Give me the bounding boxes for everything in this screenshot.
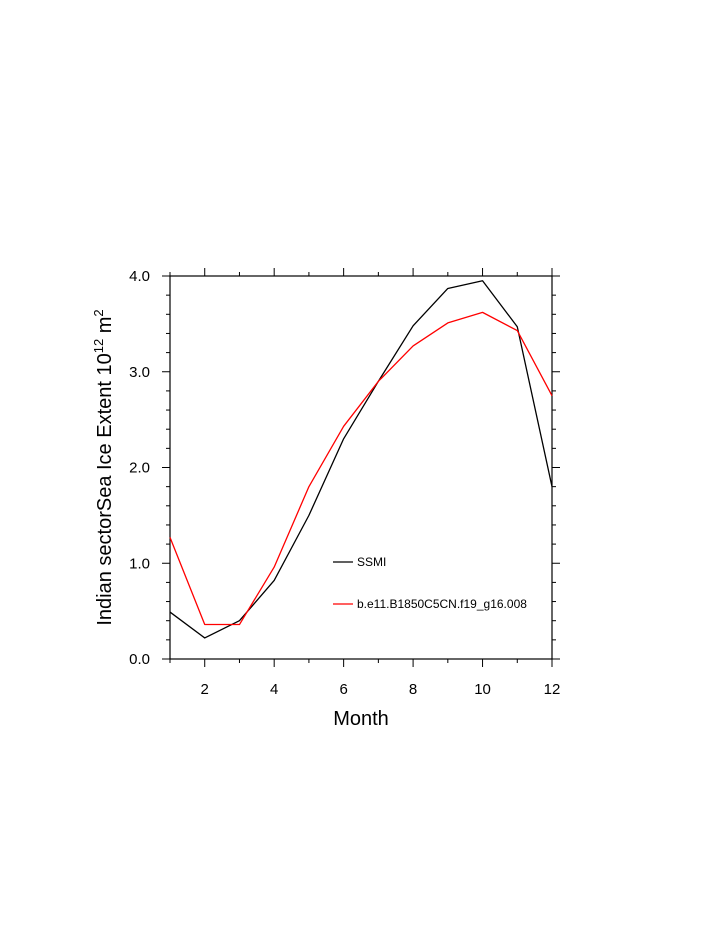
legend-label-ssmi: SSMI [357,555,386,569]
legend: SSMI b.e11.B1850C5CN.f19_g16.008 [333,555,527,611]
series-line-ssmi [169,280,553,639]
x-tick-label: 8 [409,681,417,698]
y-tick-label: 2.0 [129,460,150,477]
x-tick-label: 10 [474,681,491,698]
y-tick-label: 0.0 [129,651,150,668]
axis-ticks [162,268,560,667]
x-tick-label: 6 [339,681,347,698]
x-tick-label: 2 [201,681,209,698]
tick-labels: 2 4 6 8 10 12 0.0 1.0 2.0 3.0 4.0 [129,268,560,698]
y-tick-label: 4.0 [129,268,150,285]
y-tick-label: 3.0 [129,364,150,381]
y-axis-title-unit-exponent: 2 [91,309,106,316]
x-tick-label: 12 [544,681,561,698]
series-lines [169,280,553,639]
y-axis-title-unit: m [94,317,116,339]
x-tick-label: 4 [270,681,278,698]
y-axis-title-exponent: 12 [91,339,106,353]
x-axis-title: Month [333,708,389,730]
legend-label-model: b.e11.B1850C5CN.f19_g16.008 [357,597,527,611]
y-tick-label: 1.0 [129,555,150,572]
series-line-model [169,311,553,626]
y-axis-title: Indian sectorSea Ice Extent 1012 m2 [91,309,116,625]
y-axis-title-main: Indian sectorSea Ice Extent 10 [94,353,116,625]
